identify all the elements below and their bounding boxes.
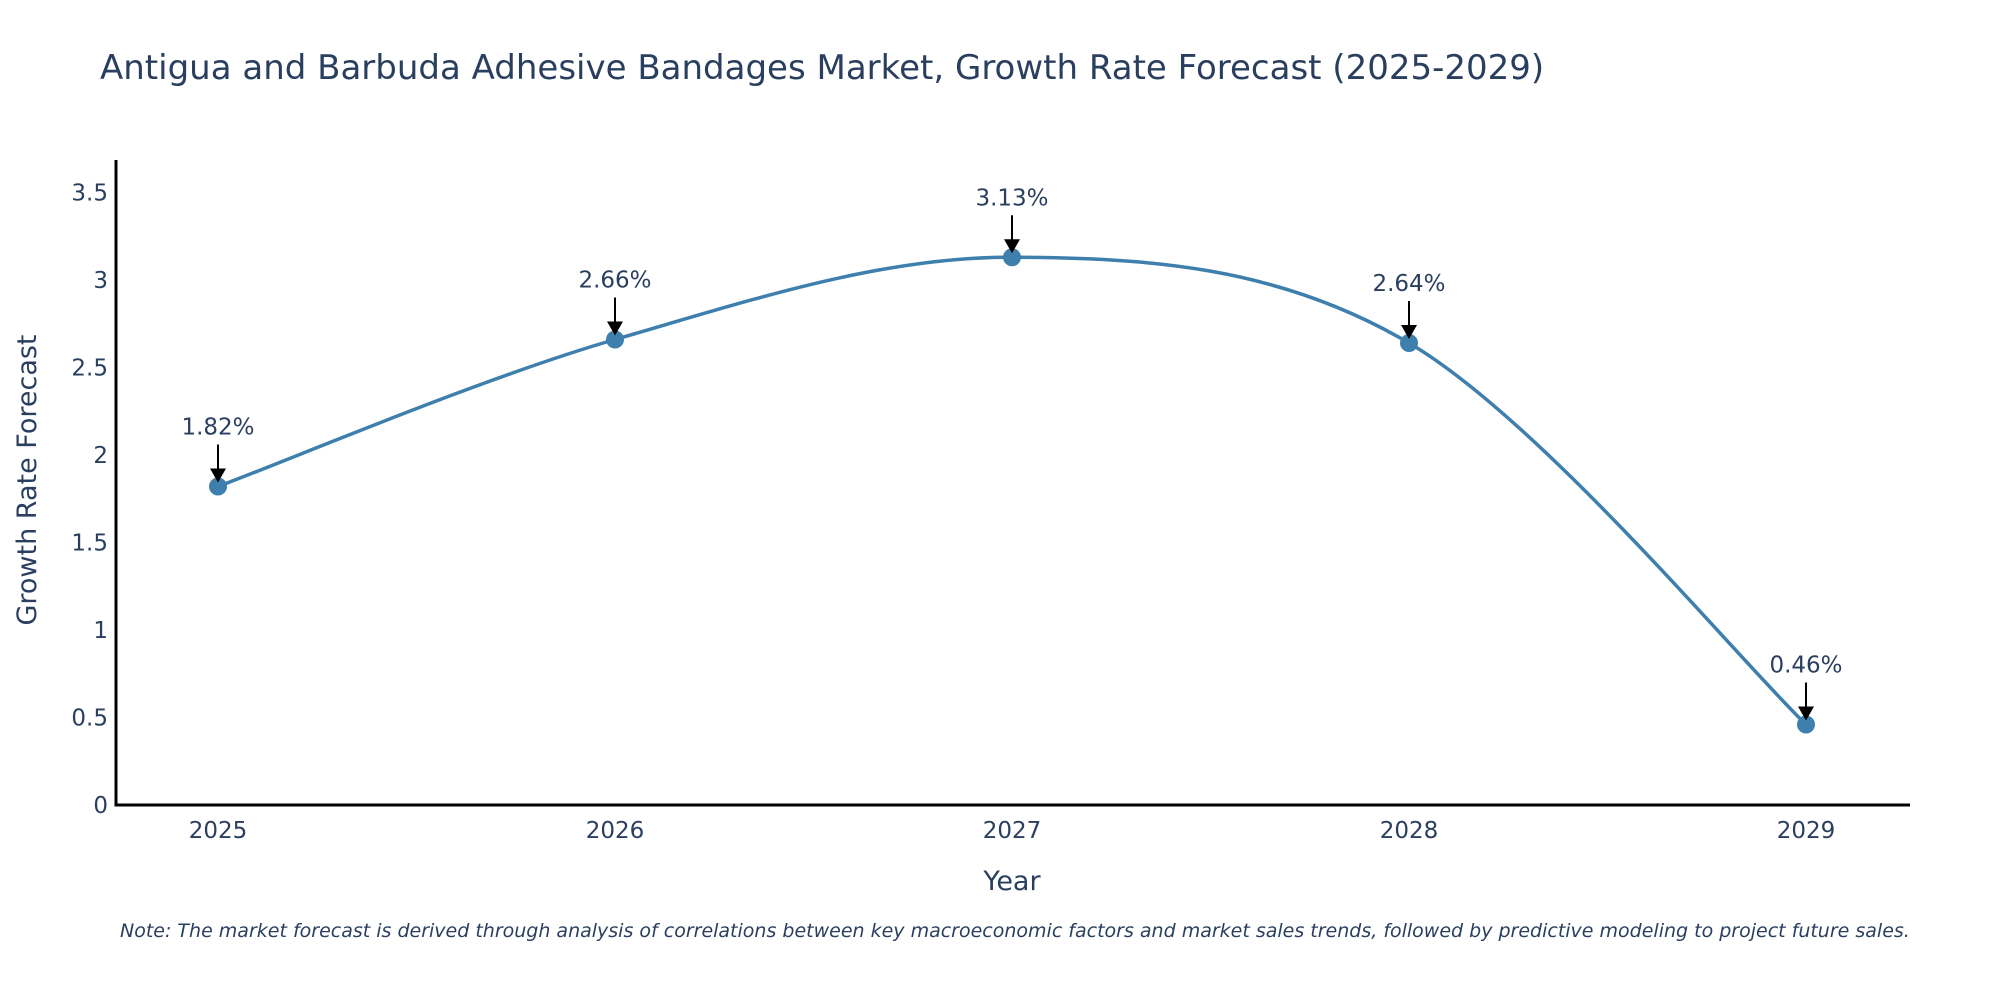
y-axis-title: Growth Rate Forecast	[12, 334, 43, 625]
series-line	[217, 255, 1808, 726]
chart-title: Antigua and Barbuda Adhesive Bandages Ma…	[100, 48, 1545, 88]
x-ticks: 2025 2026 2027 2028 2029	[189, 818, 1836, 844]
x-tick-label: 2027	[983, 818, 1042, 844]
chart-note: Note: The market forecast is derived thr…	[120, 920, 1910, 942]
y-tick-label: 0.5	[71, 706, 108, 732]
data-point	[1797, 715, 1815, 734]
x-tick-label: 2026	[586, 818, 645, 844]
data-label: 2.66%	[578, 268, 651, 294]
y-tick-label: 2.5	[71, 356, 108, 382]
y-tick-label: 3	[93, 268, 108, 294]
annotation-arrow-head	[1798, 706, 1814, 721]
data-label: 0.46%	[1769, 653, 1842, 679]
x-tick-label: 2028	[1380, 818, 1439, 844]
x-tick-label: 2029	[1777, 818, 1836, 844]
markers	[209, 248, 1815, 734]
data-label: 2.64%	[1372, 271, 1445, 297]
data-label: 1.82%	[181, 415, 254, 441]
axes	[114, 160, 1910, 807]
data-point	[606, 330, 624, 349]
y-tick-label: 1.5	[71, 531, 108, 557]
annotations: 1.82% 2.66% 3.13% 2.64% 0.46%	[181, 185, 1843, 721]
annotation-arrow-head	[1401, 325, 1417, 339]
y-tick-label: 2	[93, 443, 108, 469]
data-point	[1400, 334, 1418, 352]
y-tick-label: 0	[93, 793, 108, 819]
annotation-arrow-head	[1004, 239, 1020, 254]
y-ticks: 0 0.5 1 1.5 2 2.5 3 3.5	[71, 181, 108, 820]
annotation-arrow-head	[210, 468, 226, 483]
y-tick-label: 1	[93, 618, 108, 644]
x-tick-label: 2025	[189, 818, 248, 844]
x-axis-title: Year	[982, 866, 1041, 897]
data-point	[209, 477, 227, 496]
data-label: 3.13%	[975, 185, 1048, 211]
annotation-arrow-head	[607, 321, 623, 336]
data-point	[1003, 248, 1021, 267]
y-tick-label: 3.5	[71, 181, 108, 207]
